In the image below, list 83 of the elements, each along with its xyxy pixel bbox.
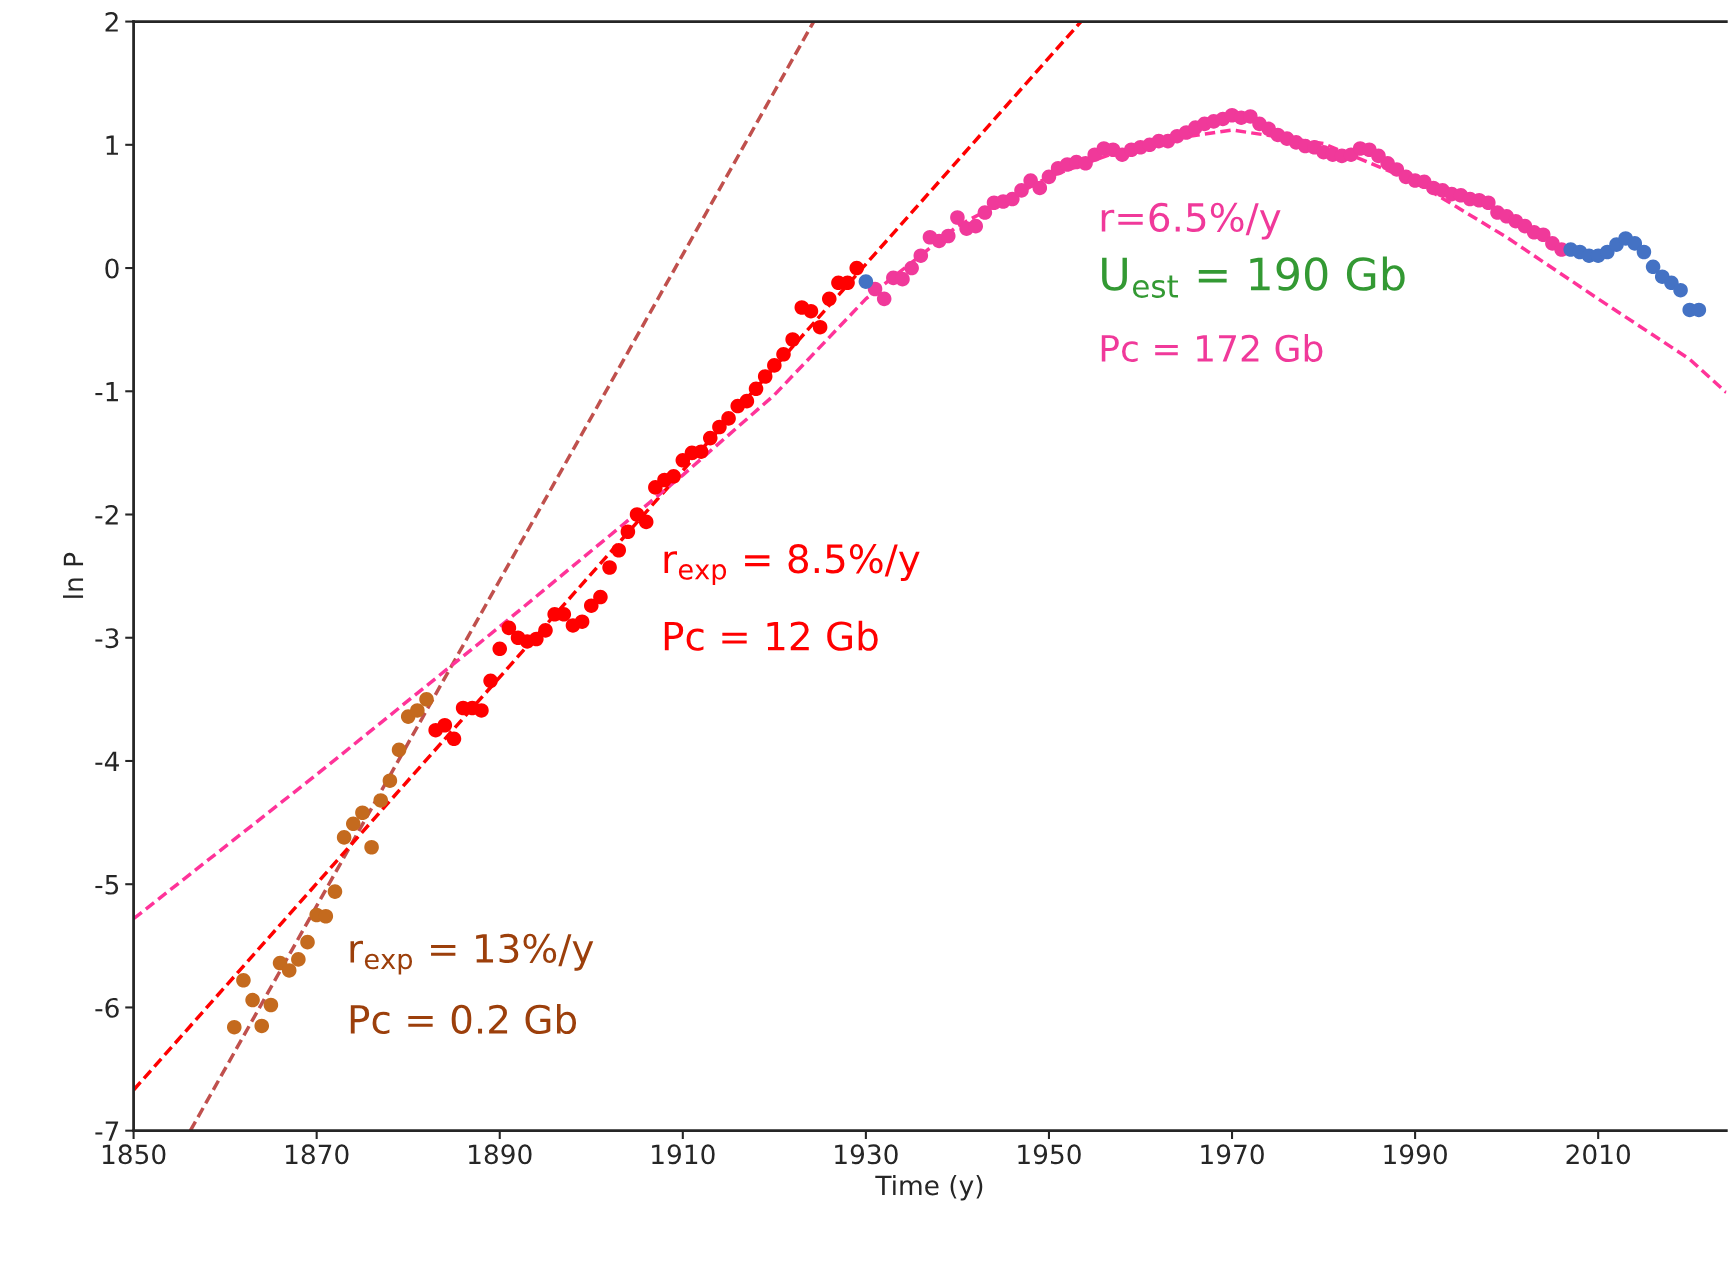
point (574, 614, 590, 630)
point (785, 332, 800, 347)
y-tick-label: -5 (95, 875, 119, 895)
point (739, 393, 755, 409)
point (364, 839, 379, 855)
y-tick-label: -3 (95, 628, 119, 649)
annotation: r$_{exp}$ = 8.5%/y (664, 544, 920, 585)
x-tick-label: 1870 (285, 1144, 349, 1165)
y-tick-label: -2 (95, 504, 118, 525)
point (1673, 282, 1688, 298)
point (318, 908, 334, 924)
y-tick-label: 1 (106, 135, 118, 155)
point (776, 347, 791, 362)
line-series (133, 128, 1727, 921)
point (419, 692, 434, 707)
point (236, 973, 251, 988)
point (693, 444, 709, 459)
point (821, 291, 837, 307)
x-tick-label: 2010 (1566, 1144, 1630, 1165)
point (593, 589, 608, 605)
y-axis-title: ln P (62, 552, 84, 598)
point (346, 816, 361, 832)
point (327, 884, 343, 899)
annotation: r=6.5%/y (1101, 202, 1281, 240)
point (757, 369, 773, 384)
point (858, 274, 874, 289)
y-tick-label: -1 (95, 382, 118, 402)
point (1636, 244, 1652, 260)
point (638, 514, 654, 530)
point (245, 992, 260, 1008)
point (721, 411, 736, 426)
point (538, 623, 553, 638)
point (1645, 259, 1661, 275)
y-tick-label: 2 (105, 12, 118, 32)
point (803, 303, 819, 319)
x-tick-label: 1850 (102, 1144, 166, 1165)
point (336, 830, 352, 845)
annotation: U$_{est}$ = 190 Gb (1102, 256, 1405, 298)
point (620, 524, 636, 540)
point (529, 631, 544, 647)
point (492, 641, 508, 657)
point (300, 934, 315, 950)
point (291, 952, 306, 967)
point (474, 703, 489, 718)
x-tick-label: 1990 (1384, 1144, 1447, 1165)
annotation: Pc = 172 Gb (1101, 334, 1323, 362)
point (355, 805, 370, 821)
point (373, 793, 389, 808)
x-axis-title: Time (y) (875, 1174, 983, 1201)
point (767, 358, 782, 373)
point (281, 963, 297, 978)
point (382, 773, 398, 788)
point (446, 731, 462, 747)
point (748, 381, 764, 397)
x-tick-label: 1950 (1018, 1144, 1081, 1165)
point (227, 1019, 242, 1035)
point (410, 703, 425, 718)
point (666, 469, 681, 484)
annotation: Pc = 0.2 Gb (350, 1004, 577, 1035)
annotation: Pc = 12 Gb (664, 620, 878, 651)
point (483, 673, 498, 689)
point (437, 717, 453, 733)
y-tick-label: -6 (95, 997, 119, 1018)
point (602, 560, 617, 575)
point (254, 1018, 270, 1034)
x-tick-label: 1930 (835, 1144, 898, 1165)
y-tick-label: -4 (95, 751, 119, 771)
x-tick-label: 1910 (652, 1144, 715, 1165)
y-tick-label: -7 (95, 1121, 119, 1141)
point (849, 260, 865, 276)
point (263, 997, 279, 1013)
x-tick-label: 1890 (469, 1144, 532, 1165)
point (812, 319, 828, 335)
point (611, 542, 627, 558)
annotation: r$_{exp}$ = 13%/y (350, 933, 594, 975)
y-tick-label: 0 (105, 258, 119, 279)
x-tick-label: 1970 (1201, 1144, 1264, 1165)
point (391, 742, 407, 758)
point (1627, 236, 1643, 251)
point (501, 620, 517, 636)
point (712, 419, 727, 435)
point (702, 430, 718, 446)
point (583, 598, 599, 613)
